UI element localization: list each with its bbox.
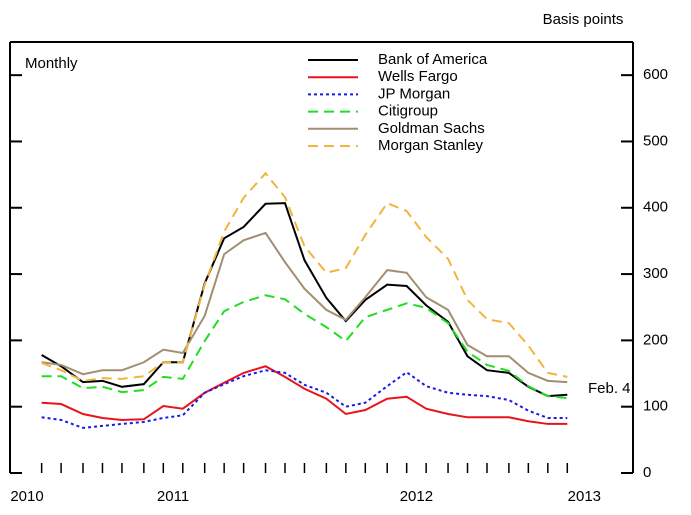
series-line [41, 231, 568, 384]
series-line [41, 369, 568, 429]
legend-label: Wells Fargo [378, 68, 458, 85]
legend-label: JP Morgan [378, 85, 450, 102]
y-tick-label: 500 [643, 132, 668, 149]
series-line [41, 365, 568, 425]
series-line [41, 294, 568, 400]
end-date-annotation: Feb. 4 [588, 380, 631, 397]
series-line [41, 171, 568, 382]
frequency-label: Monthly [25, 55, 78, 72]
y-tick-label: 600 [643, 66, 668, 83]
x-tick-label: 2010 [10, 488, 43, 505]
y-tick-label: 200 [643, 331, 668, 348]
x-tick-label: 2011 [157, 488, 189, 505]
y-tick-label: 300 [643, 265, 668, 282]
units-label: Basis points [543, 11, 624, 28]
x-tick-label: 2013 [568, 488, 601, 505]
y-tick-label: 0 [643, 464, 651, 481]
legend-label: Bank of America [378, 51, 488, 68]
legend-label: Goldman Sachs [378, 120, 485, 137]
x-tick-label: 2012 [400, 488, 433, 505]
y-tick-label: 400 [643, 199, 668, 216]
series-line [41, 202, 568, 398]
y-tick-label: 100 [643, 398, 668, 415]
legend-label: Morgan Stanley [378, 137, 484, 154]
legend-label: Citigroup [378, 103, 438, 120]
